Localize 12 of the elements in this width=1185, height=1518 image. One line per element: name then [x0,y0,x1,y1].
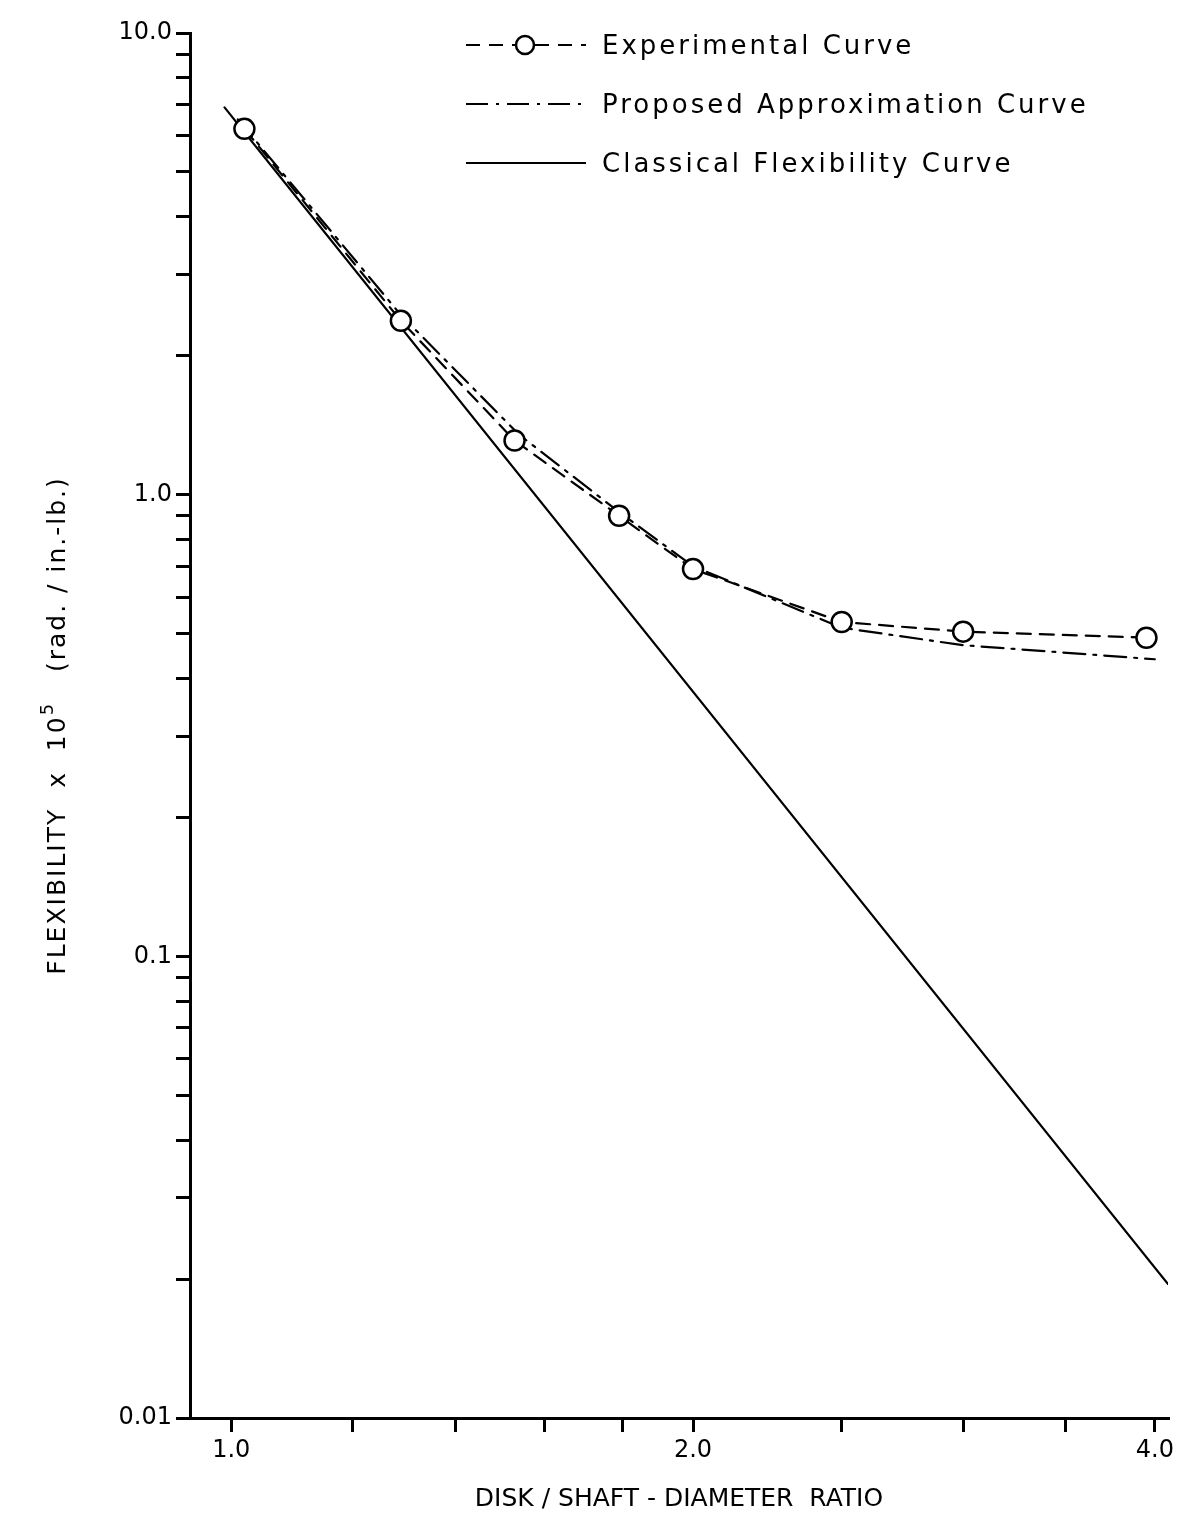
text: FLEXIBILITY x 105 (rad. / in.-lb.) [35,476,71,975]
legend-label: Classical Flexibility Curve [602,147,1014,178]
y-tick-label: 0.1 [133,940,172,969]
x-tick-label: 1.0 [212,1434,251,1463]
y-tick-label: 10.0 [118,17,172,46]
x-tick-label: 2.0 [673,1434,713,1463]
legend-label: Experimental Curve [602,29,915,60]
y-tick-label: 0.01 [118,1402,172,1431]
y-tick-label: 1.0 [133,478,172,507]
legend-label: Proposed Approximation Curve [602,88,1089,119]
x-tick-label: 4.0 [1135,1434,1174,1463]
x-axis-title: DISK / SHAFT - DIAMETER RATIO [474,1482,884,1512]
